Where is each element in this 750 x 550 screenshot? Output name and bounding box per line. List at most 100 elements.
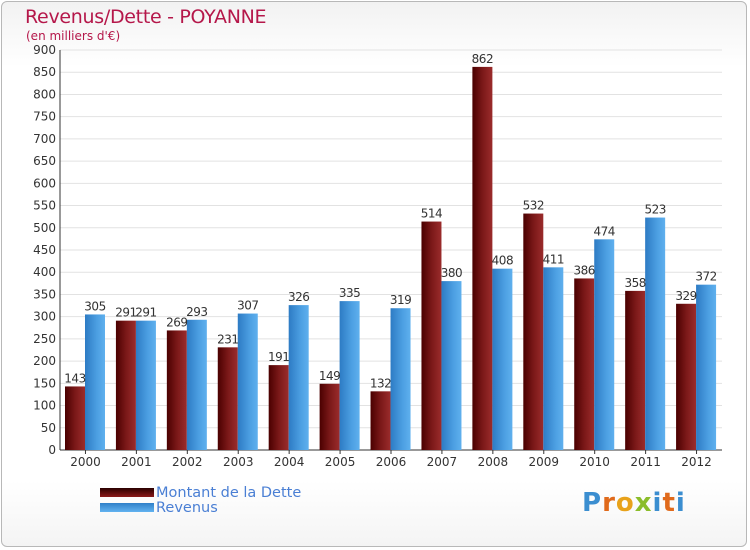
data-label-revenus: 291 — [135, 306, 156, 320]
bar-revenus-2008 — [492, 268, 513, 450]
bar-revenus-2011 — [645, 217, 666, 450]
data-label-dette: 149 — [319, 369, 340, 383]
legend-swatch-dette — [100, 488, 154, 497]
y-tick-label: 800 — [33, 87, 56, 101]
proxiti-logo: Proxiti — [582, 488, 686, 518]
data-label-revenus: 408 — [492, 254, 513, 268]
bar-revenus-2005 — [339, 301, 360, 450]
x-tick-label: 2002 — [172, 455, 203, 469]
data-label-dette: 862 — [472, 52, 493, 66]
legend-swatch-revenus — [100, 503, 154, 512]
data-label-revenus: 372 — [695, 270, 716, 284]
bar-dette-2012 — [676, 303, 697, 450]
bar-revenus-2007 — [441, 281, 462, 450]
legend-label-revenus: Revenus — [156, 499, 218, 516]
x-tick-label: 2005 — [325, 455, 356, 469]
x-tick-label: 2008 — [478, 455, 509, 469]
data-label-revenus: 305 — [84, 299, 105, 313]
bar-dette-2011 — [625, 290, 646, 450]
logo-letter: t — [662, 488, 676, 518]
bar-revenus-2003 — [237, 313, 258, 450]
y-tick-label: 550 — [33, 199, 56, 213]
x-tick-label: 2011 — [630, 455, 661, 469]
chart-subtitle: (en milliers d'€) — [26, 29, 121, 43]
y-tick-label: 150 — [33, 376, 56, 390]
data-label-revenus: 474 — [594, 224, 615, 238]
bar-dette-2009 — [523, 213, 544, 450]
bar-revenus-2001 — [135, 320, 156, 450]
bar-dette-2008 — [472, 66, 493, 450]
data-label-dette: 358 — [624, 276, 645, 290]
y-tick-label: 50 — [41, 421, 56, 435]
bar-dette-2006 — [370, 391, 391, 450]
data-label-dette: 329 — [675, 289, 696, 303]
legend-item-dette: Montant de la Dette — [100, 484, 302, 501]
logo-letter: i — [675, 488, 686, 518]
data-label-revenus: 335 — [339, 286, 360, 300]
bar-dette-2003 — [217, 347, 238, 450]
y-tick-label: 250 — [33, 332, 56, 346]
bar-dette-2007 — [421, 221, 442, 450]
x-tick-label: 2007 — [427, 455, 458, 469]
logo-letter: o — [615, 488, 635, 518]
data-label-dette: 132 — [370, 376, 391, 390]
y-tick-label: 300 — [33, 310, 56, 324]
logo-letter: x — [634, 488, 653, 518]
bar-revenus-2002 — [186, 319, 207, 450]
bar-dette-2000 — [65, 386, 85, 450]
bar-revenus-2012 — [696, 284, 717, 450]
y-tick-label: 850 — [33, 65, 56, 79]
bar-dette-2004 — [268, 365, 289, 450]
bar-revenus-2006 — [390, 308, 411, 450]
data-label-dette: 231 — [217, 332, 238, 346]
logo-letter: r — [602, 488, 616, 518]
y-tick-label: 450 — [33, 243, 56, 257]
data-label-revenus: 319 — [390, 293, 411, 307]
data-label-dette: 514 — [421, 207, 442, 221]
bar-revenus-2000 — [85, 314, 105, 450]
data-label-revenus: 326 — [288, 290, 309, 304]
data-label-dette: 386 — [574, 263, 595, 277]
data-label-revenus: 307 — [237, 299, 258, 313]
data-label-dette: 143 — [64, 371, 85, 385]
legend-item-revenus: Revenus — [100, 499, 301, 516]
bar-revenus-2004 — [288, 305, 309, 450]
y-tick-label: 0 — [48, 443, 56, 457]
logo-letter: i — [652, 488, 663, 518]
legend: Montant de la Dette Revenus — [100, 484, 302, 516]
y-tick-label: 350 — [33, 287, 56, 301]
y-tick-label: 500 — [33, 221, 56, 235]
bar-dette-2005 — [319, 383, 340, 450]
x-tick-label: 2012 — [681, 455, 712, 469]
x-tick-label: 2003 — [223, 455, 254, 469]
y-tick-label: 100 — [33, 399, 56, 413]
y-tick-label: 200 — [33, 354, 56, 368]
data-label-revenus: 523 — [644, 203, 665, 217]
x-tick-label: 2001 — [121, 455, 152, 469]
bar-revenus-2010 — [594, 239, 615, 450]
x-tick-label: 2004 — [274, 455, 305, 469]
legend-label-dette: Montant de la Dette — [156, 484, 302, 501]
data-label-dette: 532 — [523, 199, 544, 213]
bar-dette-2001 — [115, 320, 136, 450]
data-label-dette: 191 — [268, 350, 289, 364]
data-label-revenus: 411 — [543, 252, 564, 266]
data-label-revenus: 293 — [186, 305, 207, 319]
y-tick-label: 700 — [33, 132, 56, 146]
y-tick-label: 400 — [33, 265, 56, 279]
data-label-dette: 291 — [115, 306, 136, 320]
x-tick-label: 2010 — [579, 455, 610, 469]
data-label-revenus: 380 — [441, 266, 462, 280]
y-tick-label: 750 — [33, 110, 56, 124]
y-tick-label: 900 — [33, 43, 56, 57]
x-tick-label: 2006 — [376, 455, 407, 469]
logo-letter: P — [582, 488, 603, 518]
chart-title: Revenus/Dette - POYANNE — [25, 6, 267, 28]
bar-dette-2002 — [166, 330, 187, 450]
bar-revenus-2009 — [543, 267, 564, 450]
x-tick-label: 2009 — [528, 455, 559, 469]
x-tick-label: 2000 — [70, 455, 101, 469]
y-tick-label: 600 — [33, 176, 56, 190]
